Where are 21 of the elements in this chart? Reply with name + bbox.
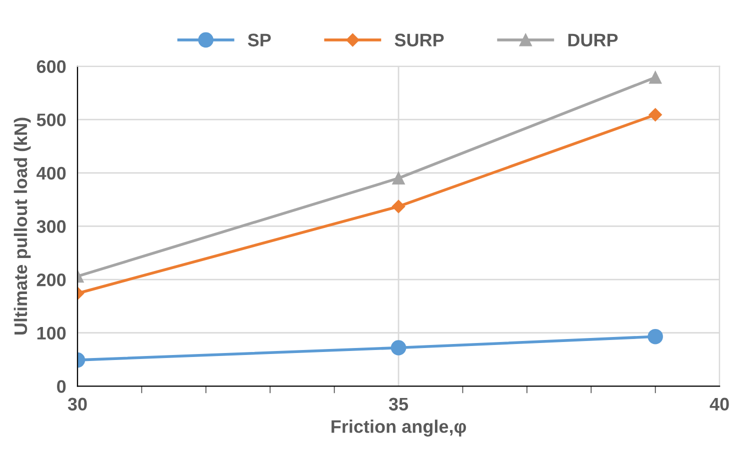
x-tick-label: 40 <box>710 398 729 411</box>
point <box>649 71 662 84</box>
x-tick-label: 35 <box>388 398 408 411</box>
y-tick-label: 600 <box>36 60 66 73</box>
legend-label: SP <box>248 34 271 46</box>
point <box>648 108 662 122</box>
legend-label: SURP <box>394 34 444 46</box>
y-tick-label: 400 <box>36 166 66 180</box>
point <box>392 200 406 214</box>
point <box>390 340 406 356</box>
y-axis-title: Ultimate pullout load (kN) <box>14 118 31 334</box>
point <box>392 172 405 184</box>
y-tick-label: 500 <box>36 114 66 126</box>
legend-label: DURP <box>568 34 618 46</box>
y-tick-label: 0 <box>57 380 66 393</box>
point <box>648 328 663 344</box>
x-tick-label: 30 <box>68 398 87 411</box>
y-tick-label: 300 <box>36 220 66 233</box>
y-tick-label: 100 <box>37 326 66 340</box>
x-axis-title: Friction angle,φ <box>332 420 466 437</box>
y-tick-label: 200 <box>36 273 66 286</box>
